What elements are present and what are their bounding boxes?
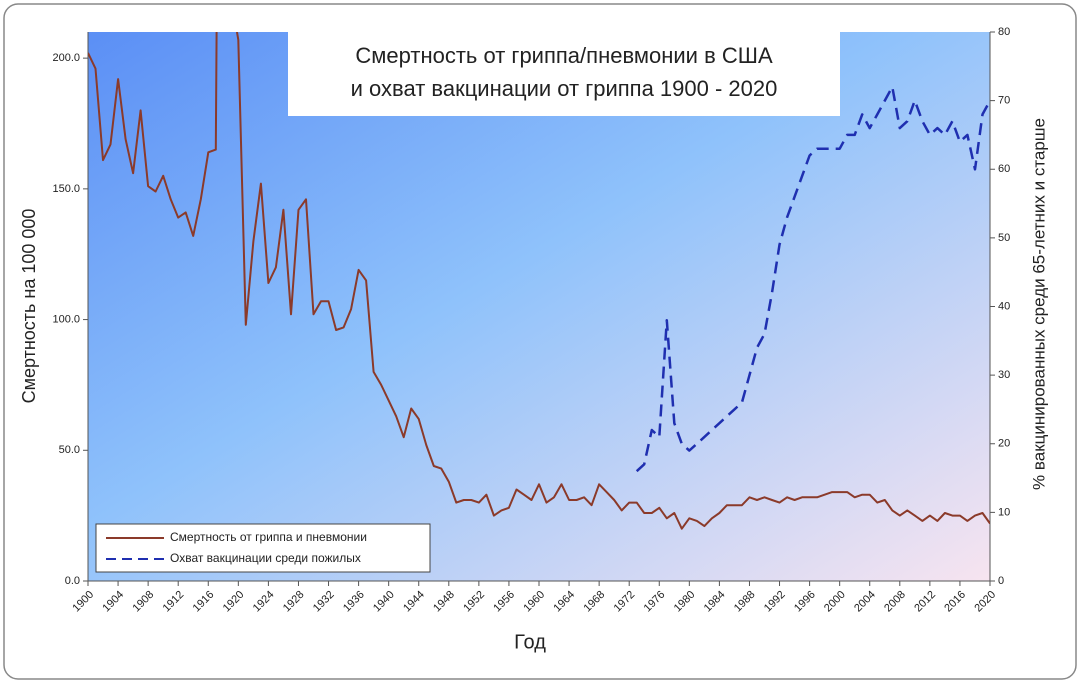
legend-label: Смертность от гриппа и пневмонии <box>170 530 367 544</box>
y-tick-label: 200.0 <box>52 52 80 64</box>
y2-tick-label: 80 <box>998 26 1010 38</box>
chart-title: Смертность от гриппа/пневмонии в США <box>355 43 773 68</box>
y2-tick-label: 0 <box>998 575 1004 587</box>
y-tick-label: 50.0 <box>59 444 80 456</box>
y2-tick-label: 10 <box>998 506 1010 518</box>
y2-tick-label: 30 <box>998 369 1010 381</box>
plot-area <box>88 32 990 581</box>
legend-label: Охват вакцинации среди пожилых <box>170 551 361 565</box>
y2-tick-label: 50 <box>998 232 1010 244</box>
title-box <box>288 30 840 116</box>
y-axis-title: Смертность на 100 000 <box>19 209 39 404</box>
y2-tick-label: 70 <box>998 95 1010 107</box>
x-axis-title: Год <box>514 631 546 653</box>
series-line <box>88 32 990 530</box>
y-tick-label: 150.0 <box>52 183 80 195</box>
y2-tick-label: 60 <box>998 163 1010 175</box>
y-tick-label: 0.0 <box>65 575 80 587</box>
y-tick-label: 100.0 <box>52 313 80 325</box>
legend-box <box>95 523 431 573</box>
chart-title: и охват вакцинации от гриппа 1900 - 2020 <box>351 76 778 101</box>
series-group <box>88 32 990 530</box>
y2-tick-label: 20 <box>998 438 1010 450</box>
y2-tick-label: 40 <box>998 300 1010 312</box>
y2-axis-title: % вакцинированных среди 65-летних и стар… <box>1029 118 1048 490</box>
